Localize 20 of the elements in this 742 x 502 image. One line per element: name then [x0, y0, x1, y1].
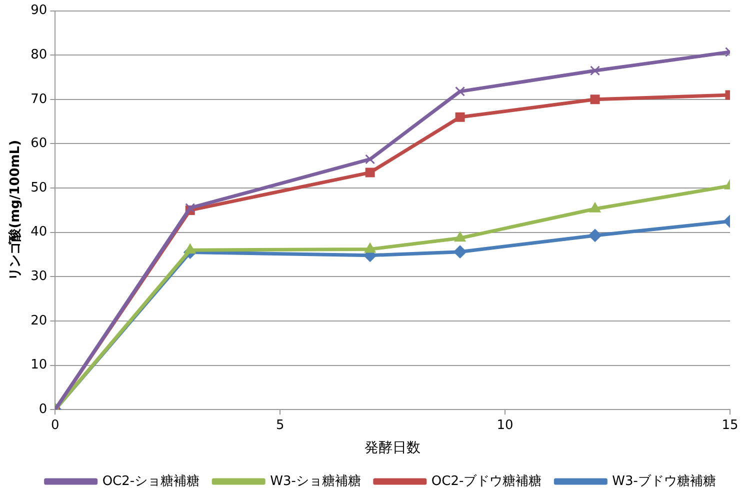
y-axis-title: リンゴ酸(mg/100mL) [7, 140, 24, 280]
y-tick-label: 50 [30, 180, 48, 196]
legend-label: W3-ショ糖補糖 [270, 474, 361, 489]
x-tick-label: 0 [51, 418, 60, 433]
y-tick-label: 60 [30, 136, 48, 152]
x-axis-title: 発酵日数 [364, 440, 421, 456]
y-tick-label: 20 [30, 313, 48, 328]
y-tick-label: 70 [30, 92, 48, 107]
x-tick-label: 15 [722, 418, 738, 433]
y-tick-label: 30 [30, 269, 48, 284]
x-tick-label: 5 [276, 418, 284, 433]
legend-label: W3-ブドウ糖補糖 [612, 474, 716, 489]
x-tick-label: 10 [496, 418, 514, 433]
y-tick-label: 80 [30, 47, 48, 62]
legend-label: OC2-ブドウ糖補糖 [431, 474, 542, 489]
y-tick-label: 90 [30, 3, 48, 18]
legend-label: OC2-ショ糖補糖 [102, 474, 200, 489]
y-tick-label: 40 [30, 224, 48, 240]
y-tick-label: 10 [30, 358, 48, 373]
y-tick-label: 0 [38, 402, 48, 417]
